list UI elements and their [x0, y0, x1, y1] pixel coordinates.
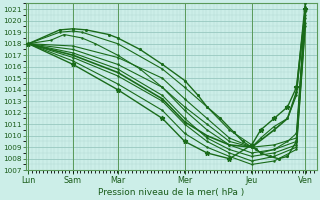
X-axis label: Pression niveau de la mer( hPa ): Pression niveau de la mer( hPa )	[98, 188, 244, 197]
